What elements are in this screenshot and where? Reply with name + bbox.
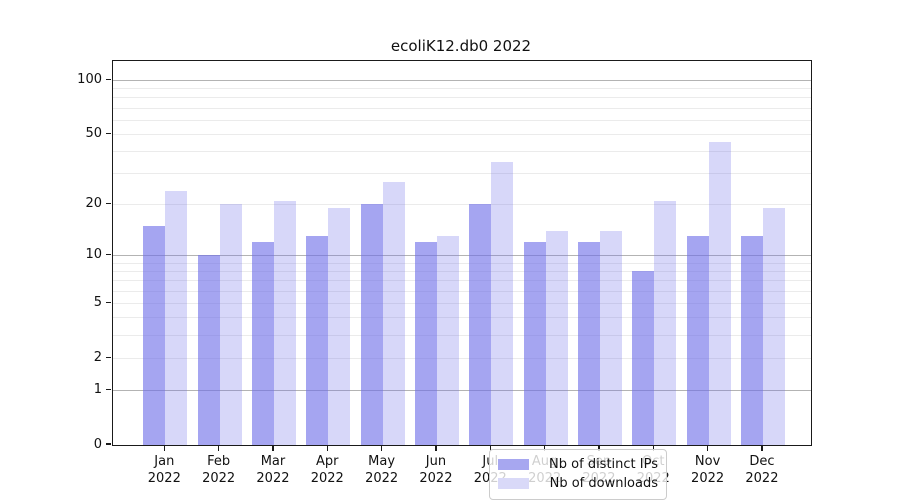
plot-canvas — [113, 61, 811, 445]
legend-label-distinct-ips: Nb of distinct IPs — [549, 457, 658, 472]
x-tick-mark-jan — [163, 445, 165, 451]
bar-downloads-apr — [328, 208, 351, 445]
bar-distinct-ips-jun — [414, 242, 437, 445]
bar-distinct-ips-sep — [577, 242, 600, 445]
legend-swatch-downloads — [498, 478, 529, 489]
gridline-minor-8 — [113, 270, 811, 272]
x-tick-mark-sep — [598, 445, 600, 451]
bar-downloads-feb — [219, 204, 242, 445]
gridline-major-10 — [113, 254, 811, 256]
bar-downloads-jan — [165, 190, 188, 445]
x-tick-label-feb: Feb 2022 — [202, 454, 236, 486]
gridline-minor-50 — [113, 133, 811, 135]
legend-item-distinct-ips: Nb of distinct IPs — [498, 455, 658, 474]
y-tick-label-20: 20 — [85, 196, 102, 212]
y-tick-label-5: 5 — [93, 295, 102, 311]
bar-distinct-ips-feb — [197, 255, 220, 445]
x-tick-label-apr: Apr 2022 — [310, 454, 344, 486]
gridline-major-100 — [113, 79, 811, 81]
gridline-minor-3 — [113, 334, 811, 336]
x-tick-mark-dec — [761, 445, 763, 451]
bar-distinct-ips-dec — [740, 236, 763, 445]
bar-distinct-ips-may — [360, 204, 383, 445]
y-tick-label-50: 50 — [85, 126, 102, 142]
bar-distinct-ips-aug — [523, 242, 546, 445]
gridline-minor-30 — [113, 173, 811, 175]
y-tick-label-0: 0 — [93, 437, 102, 452]
y-tick-label-100: 100 — [77, 72, 102, 88]
bar-distinct-ips-jul — [469, 204, 492, 445]
bar-downloads-dec — [762, 208, 785, 445]
gridline-minor-90 — [113, 87, 811, 89]
x-tick-label-may: May 2022 — [365, 454, 399, 486]
gridline-minor-9 — [113, 262, 811, 264]
y-tick-mark-50 — [106, 132, 111, 134]
y-tick-mark-1 — [106, 388, 111, 390]
bar-distinct-ips-nov — [686, 236, 709, 445]
x-tick-mark-mar — [272, 445, 274, 451]
chart-title: ecoliK12.db0 2022 — [390, 37, 532, 55]
x-tick-mark-oct — [652, 445, 654, 451]
bar-downloads-oct — [654, 200, 677, 445]
y-tick-mark-10 — [106, 253, 111, 256]
x-tick-label-jun: Jun 2022 — [419, 454, 453, 486]
y-tick-mark-2 — [106, 356, 111, 358]
y-tick-mark-20 — [106, 202, 111, 204]
bar-distinct-ips-jan — [143, 225, 166, 445]
x-tick-mark-jul — [489, 445, 491, 451]
x-tick-label-jan: Jan 2022 — [147, 454, 181, 486]
x-tick-label-dec: Dec 2022 — [745, 454, 779, 486]
gridline-minor-60 — [113, 119, 811, 121]
x-tick-label-mar: Mar 2022 — [256, 454, 290, 486]
x-tick-mark-feb — [218, 445, 220, 451]
x-tick-mark-nov — [707, 445, 709, 451]
bar-downloads-may — [382, 181, 405, 445]
bar-distinct-ips-apr — [306, 236, 329, 445]
bar-downloads-jul — [491, 161, 514, 445]
legend-item-downloads: Nb of downloads — [498, 474, 658, 493]
gridline-major-1 — [113, 389, 811, 391]
bar-downloads-aug — [545, 230, 568, 445]
gridline-minor-40 — [113, 150, 811, 152]
x-tick-mark-aug — [544, 445, 546, 451]
gridline-minor-70 — [113, 107, 811, 109]
gridline-minor-5 — [113, 302, 811, 304]
y-tick-mark-0 — [106, 443, 111, 445]
plot-area: Nb of distinct IPs Nb of downloads — [112, 60, 812, 500]
gridline-minor-2 — [113, 357, 811, 359]
bar-downloads-mar — [273, 200, 296, 445]
y-tick-mark-100 — [106, 78, 111, 80]
gridline-minor-7 — [113, 280, 811, 282]
gridline-minor-6 — [113, 290, 811, 292]
y-tick-mark-5 — [106, 301, 111, 303]
y-tick-label-1: 1 — [93, 382, 102, 398]
bar-distinct-ips-oct — [632, 271, 655, 445]
legend-swatch-distinct-ips — [498, 459, 529, 470]
legend-label-downloads: Nb of downloads — [549, 476, 658, 491]
bar-downloads-sep — [599, 230, 622, 445]
gridline-minor-4 — [113, 317, 811, 319]
bar-downloads-nov — [708, 142, 731, 445]
x-tick-mark-apr — [326, 445, 328, 451]
y-tick-label-10: 10 — [85, 247, 102, 263]
bar-distinct-ips-mar — [251, 242, 274, 445]
legend: Nb of distinct IPs Nb of downloads — [489, 449, 667, 500]
gridline-minor-80 — [113, 97, 811, 99]
x-tick-mark-may — [381, 445, 383, 451]
gridline-minor-20 — [113, 203, 811, 205]
x-tick-label-nov: Nov 2022 — [691, 454, 725, 486]
bar-downloads-jun — [436, 236, 459, 445]
x-tick-mark-jun — [435, 445, 437, 451]
y-tick-label-2: 2 — [93, 350, 102, 366]
